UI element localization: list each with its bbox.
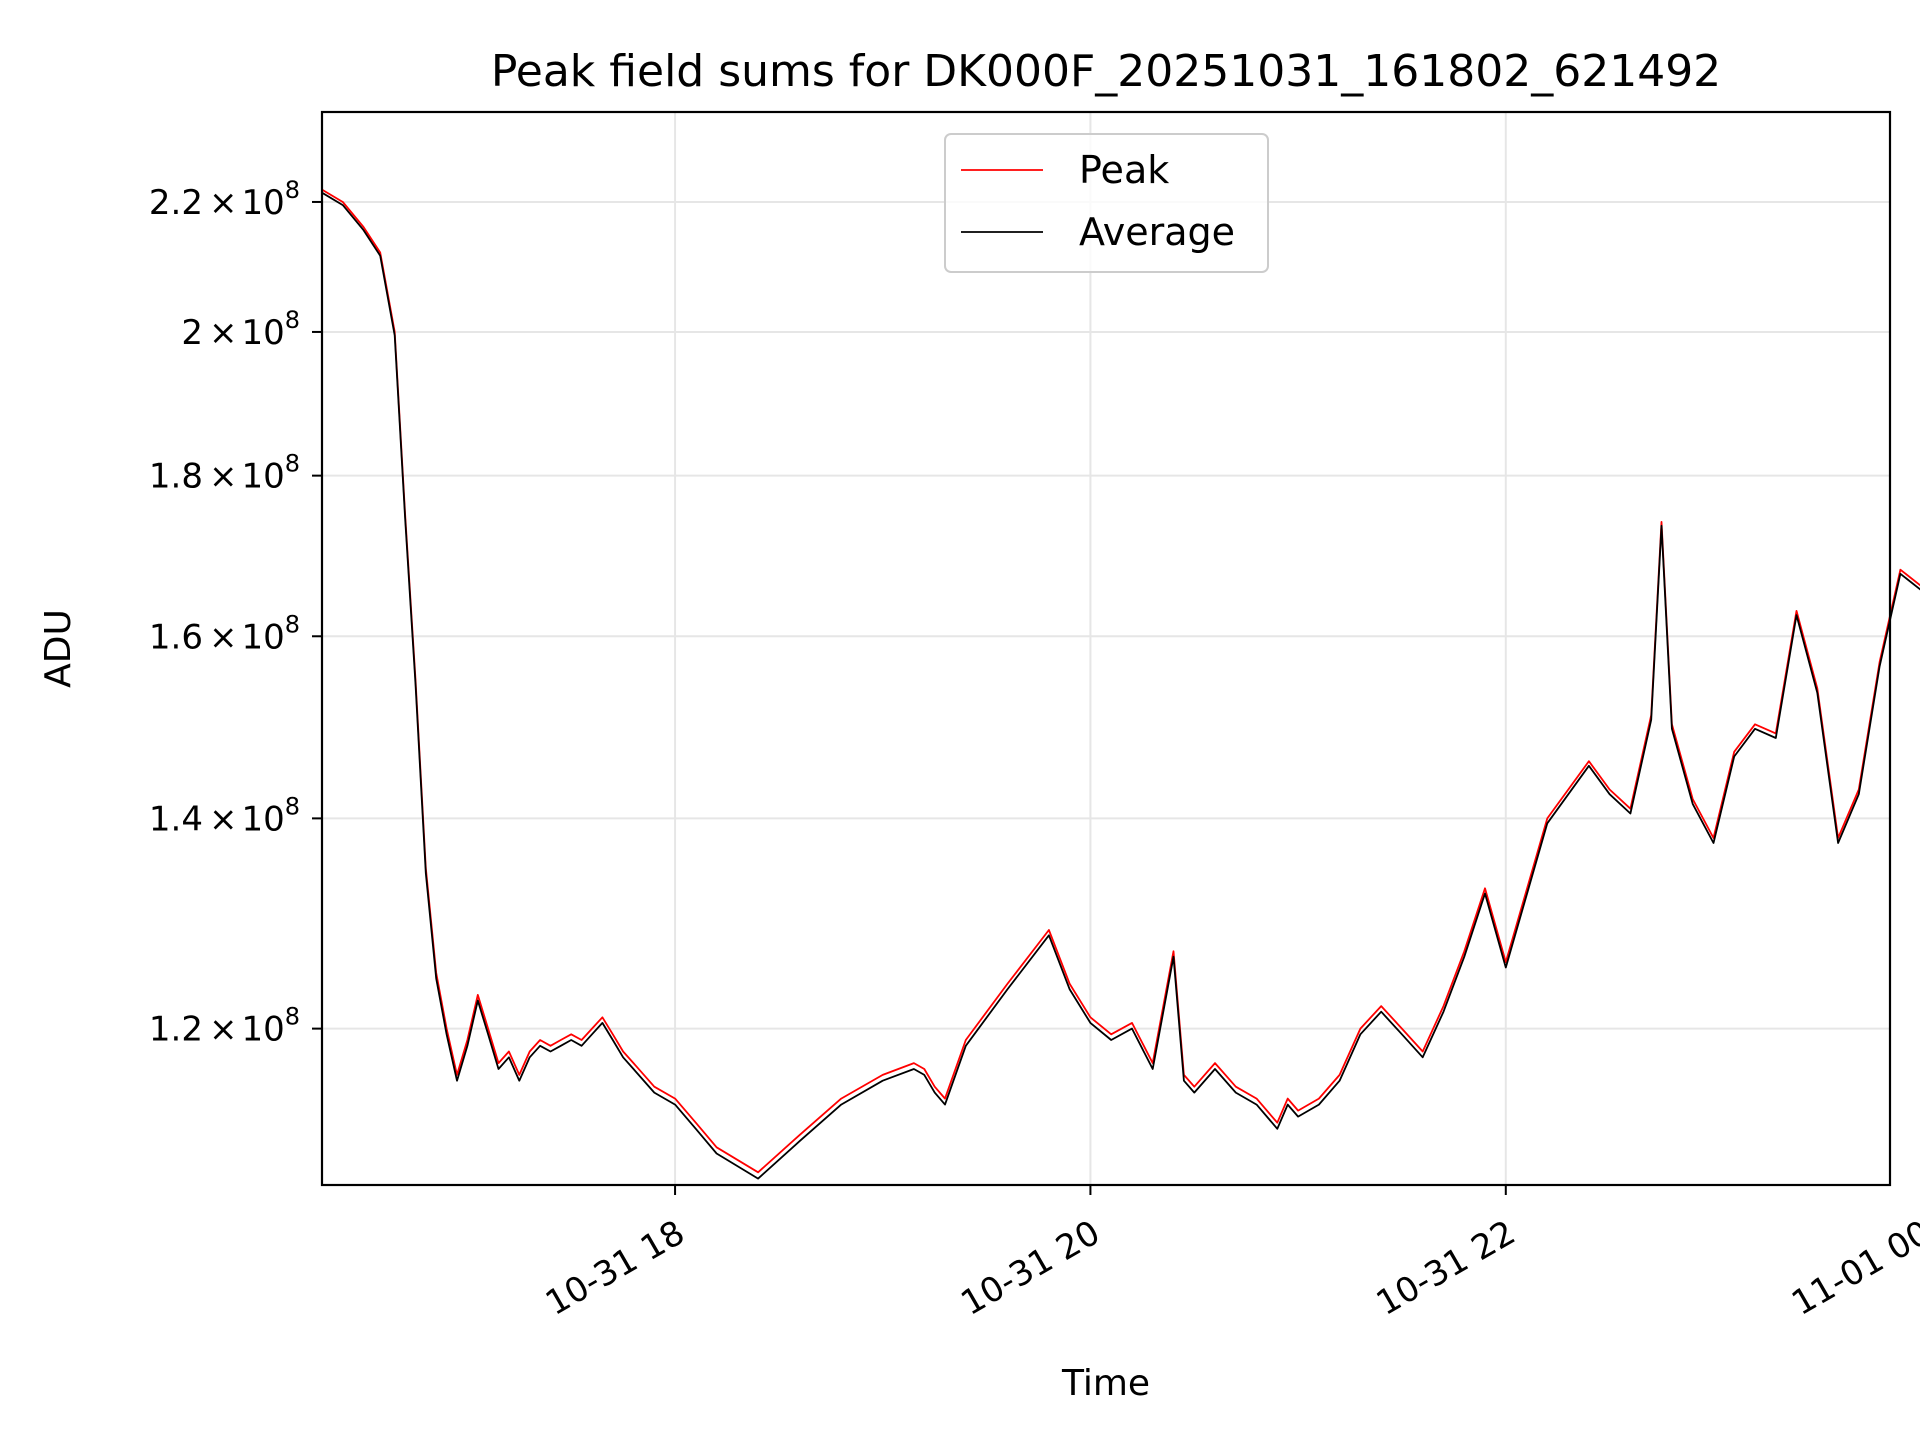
legend: Peak Average — [944, 133, 1269, 273]
legend-label-peak: Peak — [1079, 148, 1169, 192]
y-axis-ticks: 1.2 × 108 1.4 × 108 1.6 × 108 1.8 × 108 2 × 108 2.2 × 108 — [149, 176, 322, 1050]
legend-label-average: Average — [1079, 210, 1235, 254]
y-axis-title: ADU — [38, 609, 79, 688]
y-tick-label: 1.8 × 108 — [149, 450, 300, 497]
series-line-peak — [321, 188, 1920, 1174]
series-line-average — [321, 191, 1920, 1180]
y-tick-label: 2.2 × 108 — [149, 176, 300, 223]
y-tick-label: 1.2 × 108 — [149, 1003, 300, 1050]
y-tick-label: 1.4 × 108 — [149, 792, 300, 839]
series-layer — [321, 188, 1920, 1180]
y-tick-label: 1.6 × 108 — [149, 610, 300, 657]
legend-box — [944, 133, 1269, 273]
y-tick-label: 2 × 108 — [181, 306, 300, 353]
grid — [322, 112, 1890, 1185]
plot-area-frame — [320, 110, 1892, 1187]
chart-title: Peak field sums for DK000F_20251031_1618… — [491, 46, 1721, 97]
x-axis-title: Time — [1061, 1363, 1150, 1404]
